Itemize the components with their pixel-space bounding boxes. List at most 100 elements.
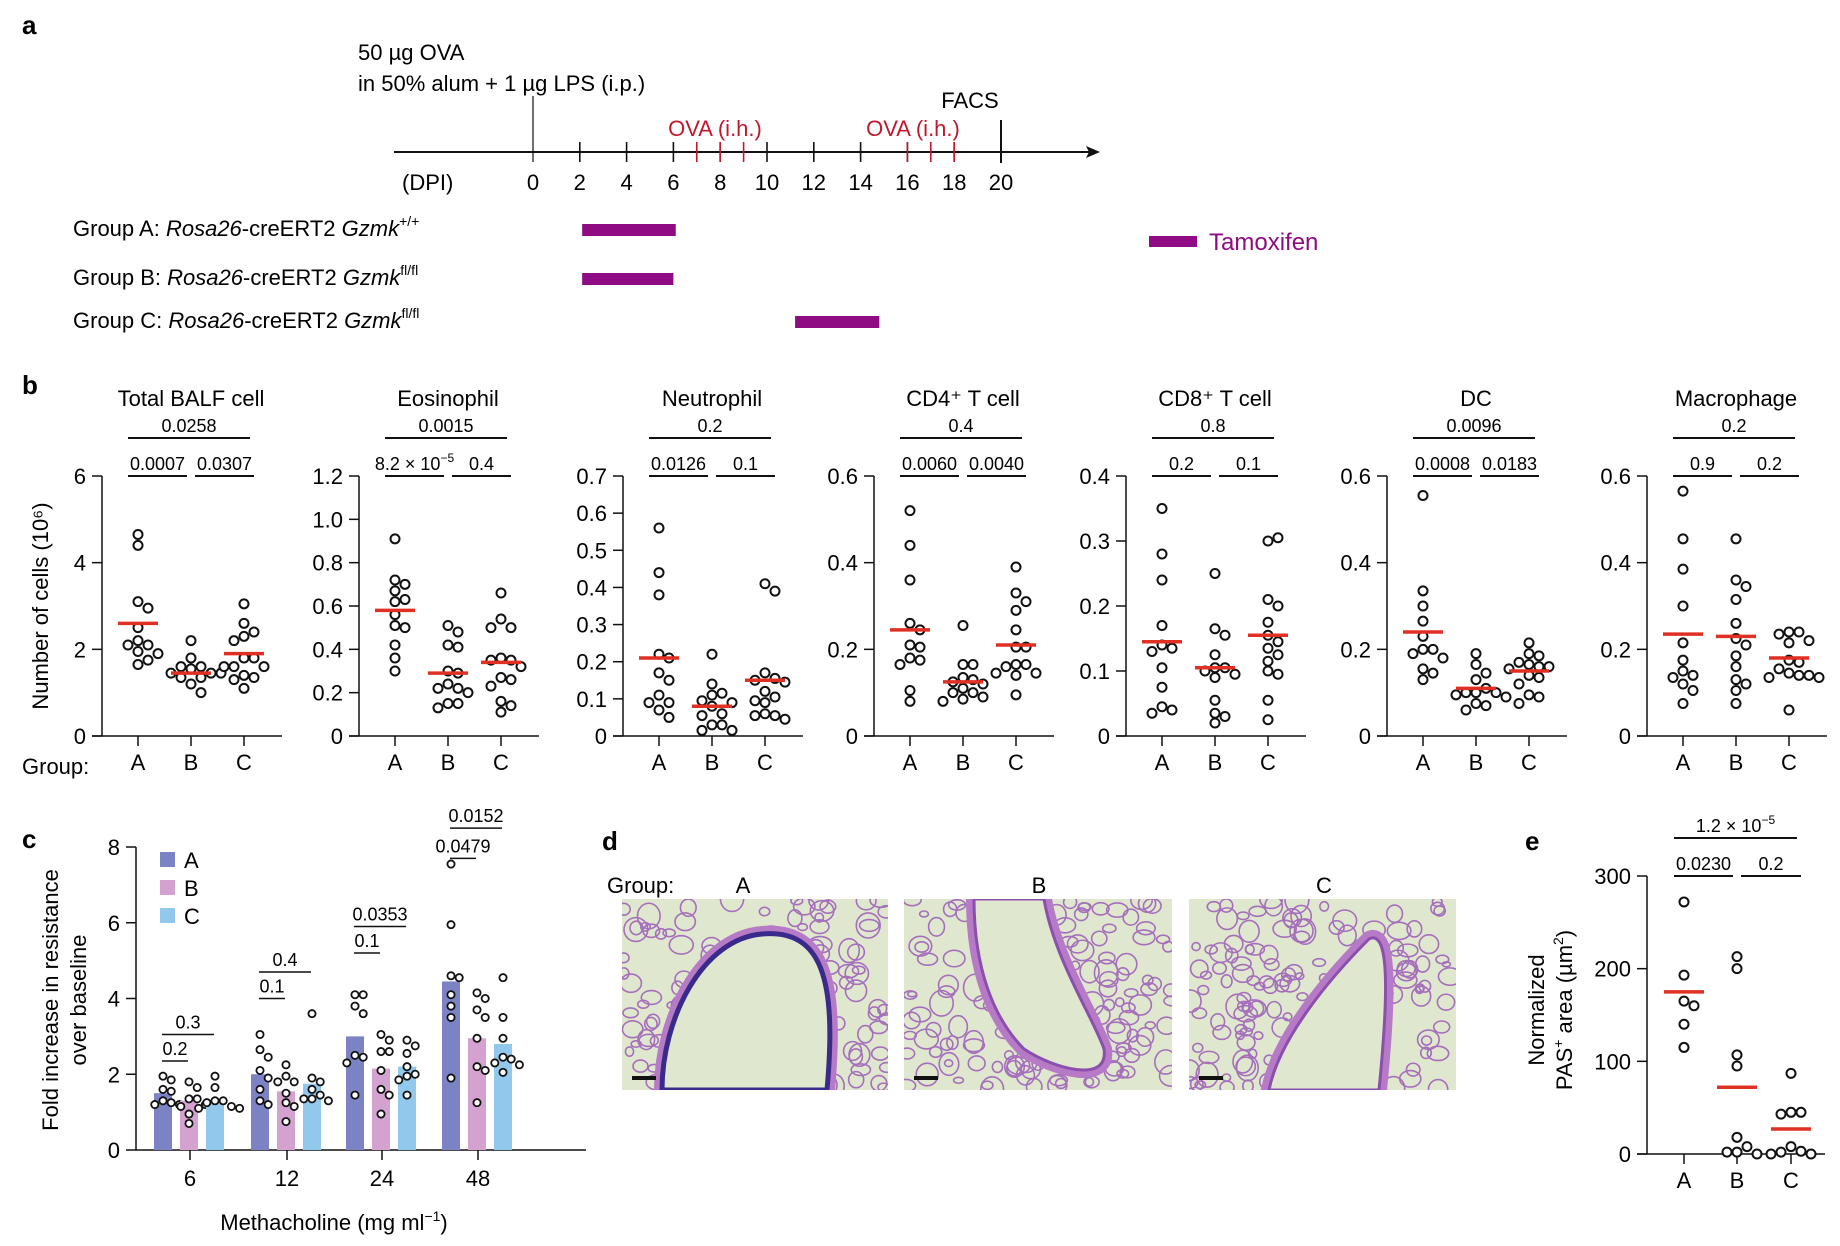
alveolus [1280, 967, 1297, 983]
data-point [1262, 665, 1274, 677]
chart-title: DC [1460, 386, 1492, 411]
alveolus [1432, 1020, 1451, 1034]
data-point [307, 1073, 317, 1083]
y-tick-label: 1.0 [312, 507, 343, 532]
alveolus [1284, 963, 1304, 981]
data-point [350, 1090, 360, 1100]
data-point [142, 602, 154, 614]
data-point [498, 973, 508, 983]
alveolus [1093, 959, 1119, 987]
bar-A [442, 981, 460, 1150]
data-point [1783, 626, 1795, 638]
bar-B [468, 1038, 486, 1150]
alveolus [904, 990, 918, 1000]
x-tick-label: C [1008, 750, 1024, 775]
alveolus [867, 1006, 882, 1021]
x-tick-label: B [705, 750, 720, 775]
data-point [643, 697, 655, 709]
y-tick-label: 0.4 [827, 551, 858, 576]
data-point [1677, 600, 1689, 612]
histology-section [622, 899, 888, 1090]
p-value-label: 0.0126 [651, 454, 706, 474]
alveolus [1238, 919, 1260, 943]
data-point [446, 971, 456, 981]
alveolus [758, 906, 771, 917]
y-tick-label: 0 [1098, 724, 1110, 749]
data-point [281, 1117, 291, 1127]
data-point [255, 1029, 265, 1039]
x-tick-label: 24 [370, 1166, 394, 1191]
p-value-label: 0.4 [272, 950, 297, 970]
x-tick-label: B [1729, 750, 1744, 775]
alveolus [1123, 987, 1139, 998]
data-point [1677, 485, 1689, 497]
alveolus [636, 902, 661, 930]
chart-title: Eosinophil [397, 386, 499, 411]
alveolus [1337, 924, 1357, 947]
alveolus [1210, 1012, 1226, 1031]
e-ylabel-line2: PAS+ area (µm2) [1550, 930, 1577, 1090]
data-point [937, 695, 949, 707]
p-value-label: 0.2 [1721, 416, 1746, 436]
timeline-tick-label: 18 [942, 170, 966, 195]
data-point [218, 1096, 228, 1106]
x-tick-label: 48 [466, 1166, 490, 1191]
x-tick-label: C [1260, 750, 1276, 775]
alveolus [1163, 995, 1172, 1007]
data-point [1262, 694, 1274, 706]
alveolus [1241, 1079, 1254, 1090]
data-point [1010, 689, 1022, 701]
scale-bar [914, 1076, 938, 1080]
alveolus [1189, 959, 1209, 979]
data-point [759, 685, 771, 697]
airway-epithelium [1267, 936, 1388, 1090]
data-point [1730, 685, 1742, 696]
data-point [1010, 669, 1022, 681]
data-point [389, 533, 401, 545]
x-tick-label: A [1155, 750, 1170, 775]
alveolus [1154, 1049, 1172, 1075]
alveolus [918, 910, 930, 918]
y-tick-label: 0 [595, 724, 607, 749]
data-point [1470, 674, 1482, 686]
data-point [289, 1077, 299, 1087]
data-point [1533, 650, 1545, 662]
x-tick-label: A [131, 750, 146, 775]
data-point [185, 652, 197, 664]
data-point [184, 1077, 194, 1087]
data-point [653, 589, 665, 601]
alveolus [855, 899, 877, 911]
x-tick-label: C [757, 750, 773, 775]
alveolus [1396, 959, 1416, 978]
alveolus [1073, 907, 1089, 922]
data-point [142, 639, 154, 651]
data-point [1513, 678, 1525, 690]
ova-ih-label-1: OVA (i.h.) [668, 116, 762, 141]
data-point [1272, 600, 1284, 612]
p-value-label: 0.0007 [130, 454, 185, 474]
panel-label-d: d [602, 826, 618, 856]
data-point [394, 1075, 404, 1085]
alveolus [622, 973, 643, 994]
data-point [1740, 639, 1752, 651]
data-point [184, 1118, 194, 1128]
data-point [192, 1094, 202, 1104]
data-point [1262, 655, 1274, 667]
data-point [1783, 704, 1795, 716]
alveolus [1062, 899, 1078, 910]
y-tick-label: 0.2 [827, 637, 858, 662]
alveolus [1098, 979, 1118, 998]
alveolus [1396, 943, 1419, 958]
alveolus [629, 920, 644, 936]
data-point [446, 1073, 456, 1083]
data-point [238, 617, 250, 629]
data-point [1751, 1148, 1763, 1160]
alveolus [668, 934, 695, 955]
data-point [1513, 698, 1525, 709]
data-point [1156, 681, 1168, 693]
alveolus [1211, 961, 1228, 975]
data-point [495, 672, 507, 683]
data-point [389, 574, 401, 586]
data-point [248, 672, 260, 683]
alveolus [1248, 905, 1267, 918]
